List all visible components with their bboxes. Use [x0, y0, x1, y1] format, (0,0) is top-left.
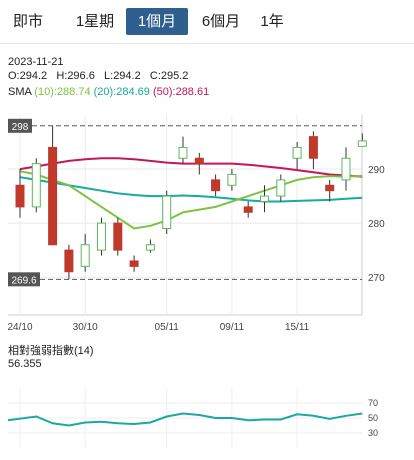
- tab-1[interactable]: 1星期: [75, 13, 115, 30]
- x-tick-label: 05/11: [155, 322, 180, 333]
- candle-body: [260, 195, 269, 202]
- candle-body: [97, 222, 106, 251]
- rsi-line: [7, 412, 363, 427]
- sma50-value: (50):288.61: [152, 86, 210, 98]
- ohlc-readout: O:294.2 H:296.6 L:294.2 C:295.2: [8, 70, 188, 83]
- sma-label: SMA: [8, 86, 32, 98]
- high-value: H:296.6: [56, 70, 95, 82]
- sma10-value: (10):288.74: [34, 86, 91, 98]
- rsi-period: (14): [74, 345, 94, 357]
- candle-body: [211, 179, 221, 192]
- low-marker-badge: [8, 272, 40, 287]
- candle-body: [64, 249, 74, 273]
- candle-body: [113, 222, 123, 251]
- rsi-tick-label: 30: [368, 428, 378, 438]
- y-tick-label: 270: [368, 273, 385, 284]
- rsi-header: 相對強弱指數(14): [8, 345, 94, 358]
- x-tick-label: 24/10: [7, 322, 32, 333]
- rsi-value: 56.355: [8, 358, 42, 370]
- x-tick-label: 30/10: [73, 322, 98, 333]
- timeframe-tabs: 即市 1星期 1個月 6個月 1年: [0, 0, 414, 44]
- rsi-tick-label: 50: [368, 413, 378, 423]
- sma20-line: [19, 176, 363, 203]
- x-tick-label: 15/11: [285, 322, 310, 333]
- candle-body: [227, 173, 237, 186]
- sma-readout: SMA (10):288.74 (20):284.69 (50):288.61: [8, 86, 209, 99]
- close-value: C:295.2: [149, 70, 189, 82]
- candle-body: [80, 244, 90, 267]
- y-tick-label: 290: [368, 165, 385, 176]
- candle-body: [162, 195, 172, 230]
- y-tick-label: 280: [368, 219, 385, 230]
- quote-date: 2023-11-21: [8, 56, 64, 68]
- low-value: L:294.2: [104, 70, 141, 82]
- high-marker-badge: [8, 118, 32, 133]
- candle-body: [292, 146, 302, 159]
- candle-body: [178, 146, 188, 159]
- sma50-line: [19, 157, 363, 178]
- candle-body: [341, 157, 351, 181]
- tab-3[interactable]: 6個月: [201, 13, 241, 30]
- candle-body: [31, 163, 41, 208]
- tab-0[interactable]: 即市: [12, 13, 43, 30]
- rsi-tick-label: 70: [368, 398, 378, 408]
- candle-body: [194, 157, 204, 165]
- x-tick-label: 09/11: [220, 322, 245, 333]
- candle-body: [308, 136, 318, 159]
- candle-body: [145, 244, 155, 251]
- candle-body: [243, 206, 253, 213]
- sma20-value: (20):284.69: [93, 86, 150, 98]
- sma10-line: [19, 170, 363, 230]
- low-marker-label: 269.6: [11, 275, 36, 286]
- tab-4[interactable]: 1年: [260, 13, 284, 30]
- candle-body: [357, 140, 367, 147]
- candle-body: [48, 146, 58, 246]
- tab-2[interactable]: 1個月: [126, 8, 188, 35]
- high-marker-label: 298: [12, 122, 29, 133]
- rsi-title: 相對強弱指數: [8, 345, 74, 357]
- candle-body: [129, 260, 139, 267]
- candle-body: [325, 184, 335, 192]
- candle-body: [15, 184, 25, 208]
- open-value: O:294.2: [8, 70, 48, 82]
- candle-body: [276, 179, 286, 197]
